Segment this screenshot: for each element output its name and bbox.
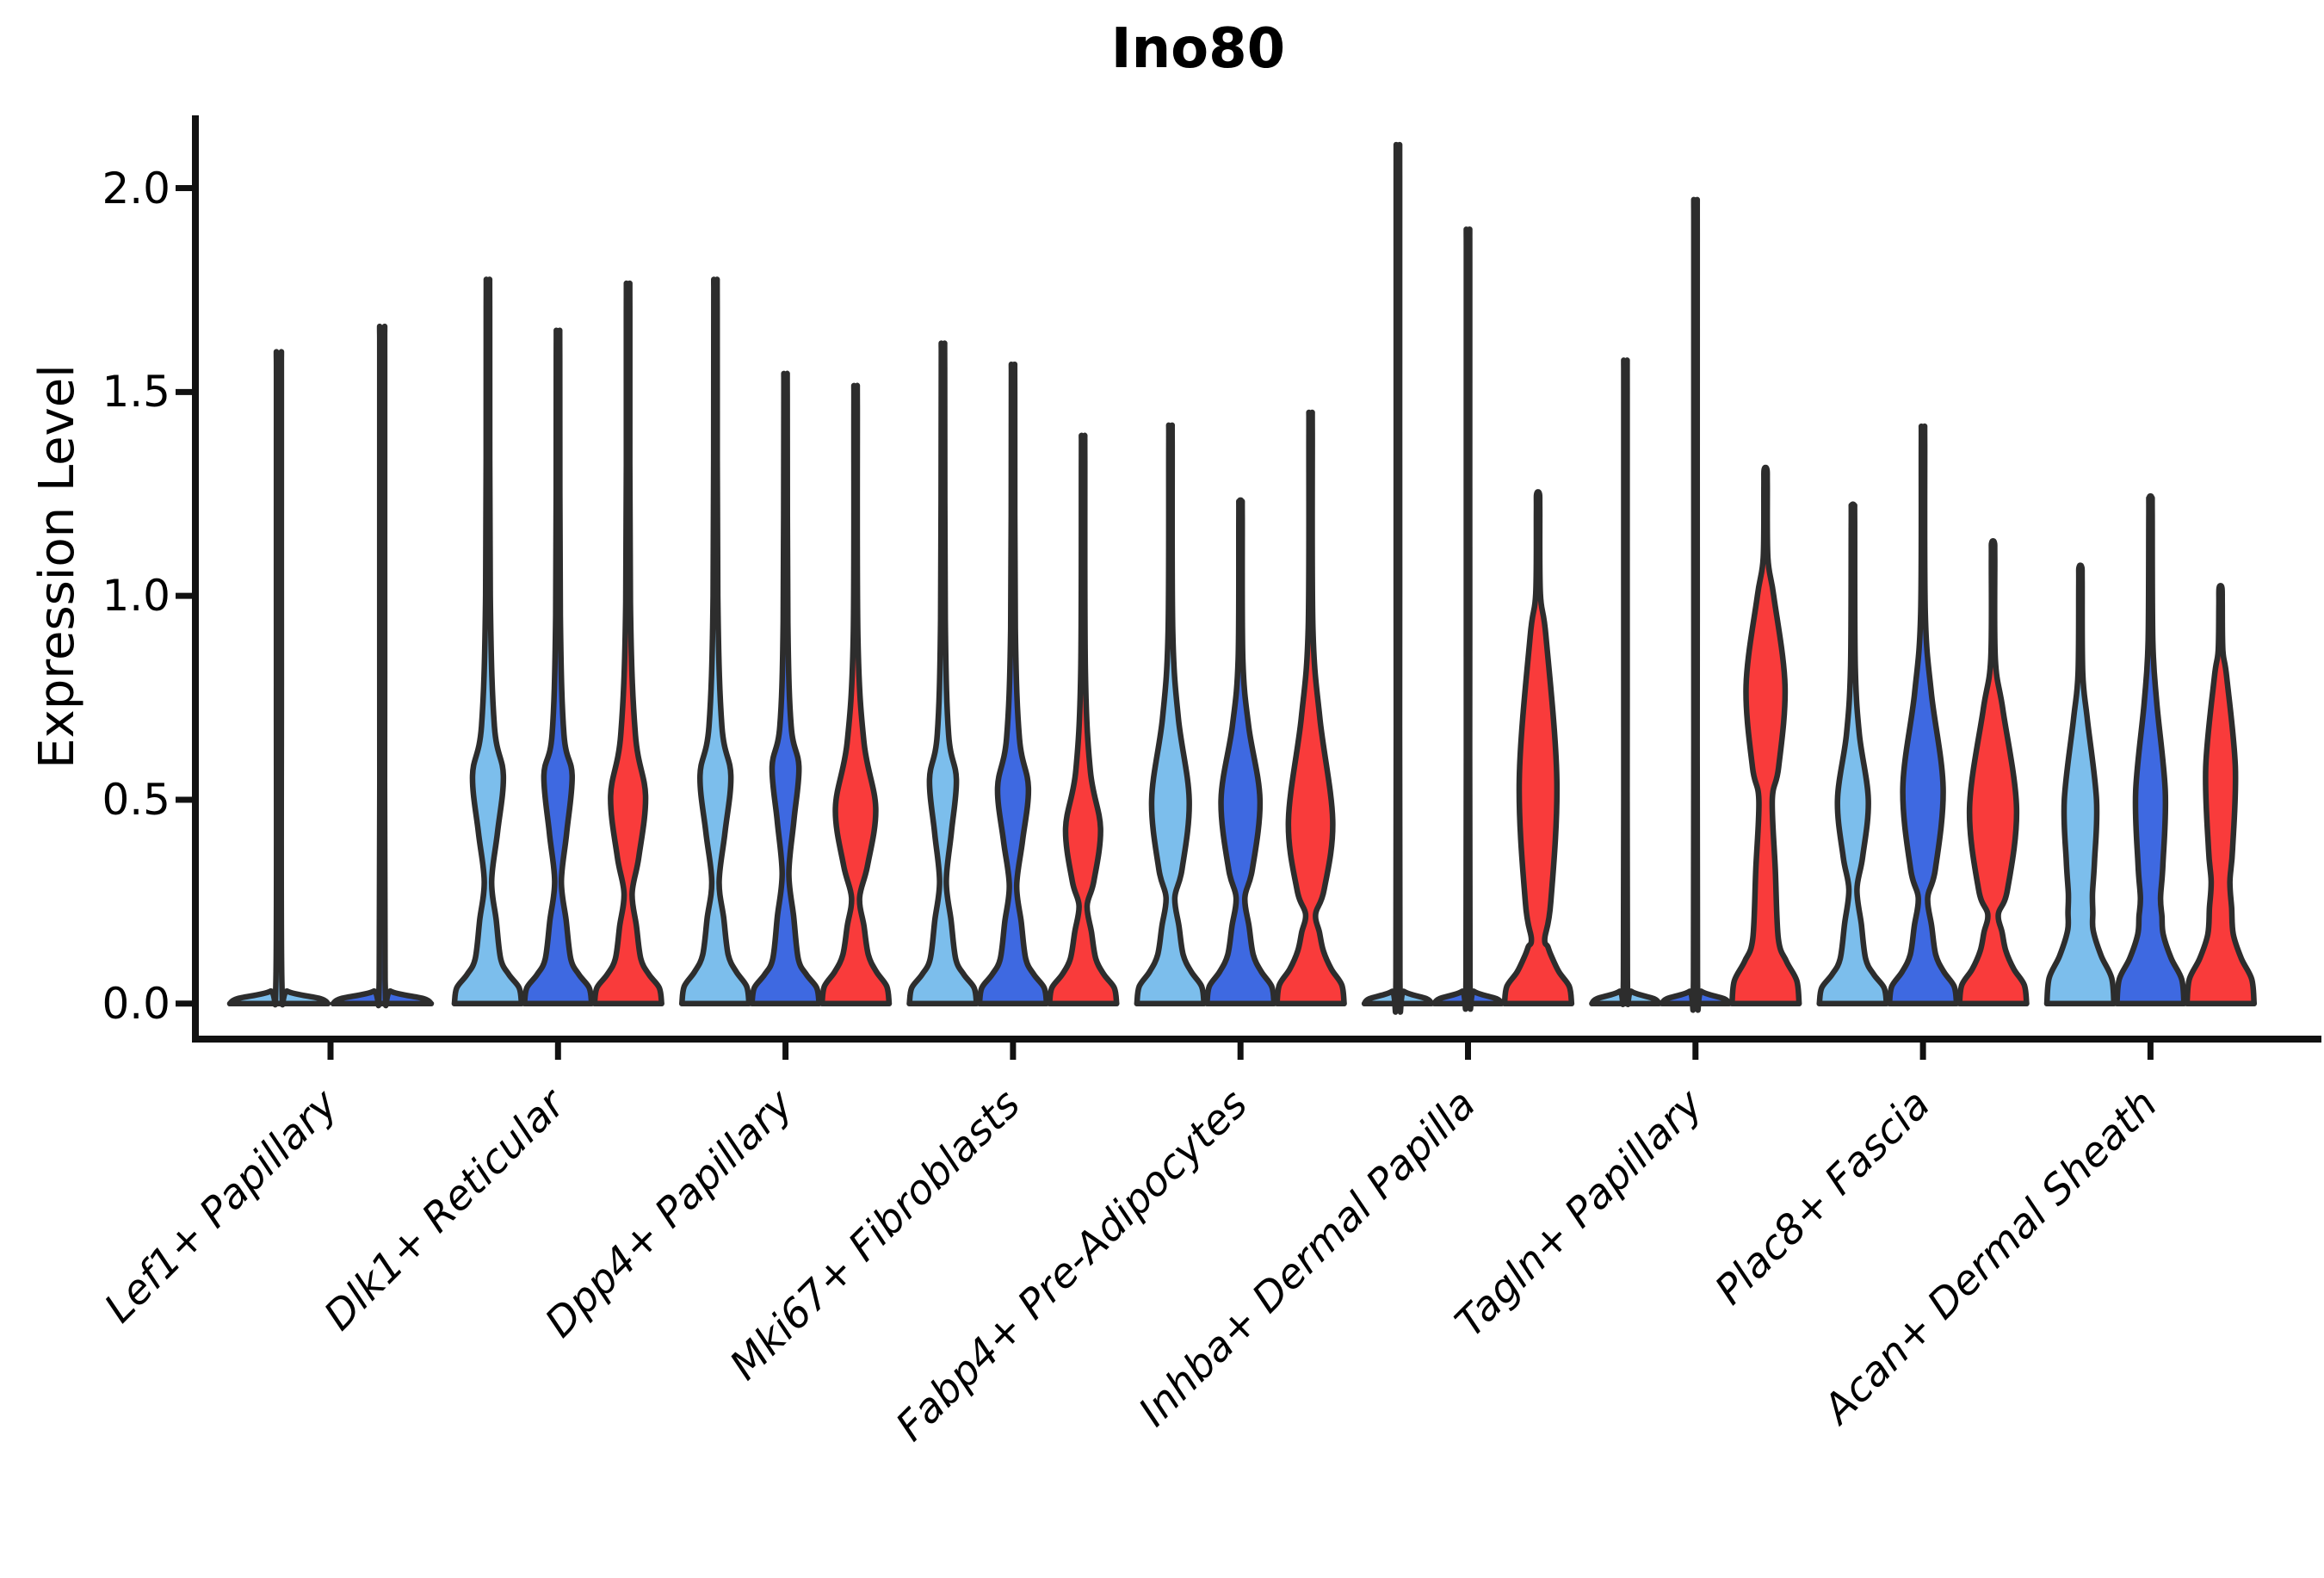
violin-8-red xyxy=(2184,583,2258,1007)
violin-1-dark_blue xyxy=(522,327,595,1007)
violin-5-light_blue xyxy=(1361,141,1435,1015)
violin-2-dark_blue xyxy=(749,370,822,1007)
violin-4-red xyxy=(1274,409,1347,1007)
violin-5-red xyxy=(1501,489,1575,1007)
violin-8-light_blue xyxy=(2043,562,2117,1007)
violin-1-red xyxy=(591,281,664,1007)
violin-2-red xyxy=(819,382,893,1007)
y-tick-label: 2.0 xyxy=(102,163,170,213)
violin-8-dark_blue xyxy=(2114,492,2187,1007)
y-tick-label: 1.0 xyxy=(102,571,170,622)
violin-0-dark_blue xyxy=(330,324,435,1009)
violin-7-red xyxy=(1956,538,2030,1007)
violin-0-light_blue xyxy=(226,349,331,1008)
violin-6-red xyxy=(1728,464,1802,1007)
violin-3-red xyxy=(1047,432,1120,1007)
y-tick-label: 0.5 xyxy=(102,774,170,825)
violin-7-light_blue xyxy=(1816,501,1889,1007)
violin-6-dark_blue xyxy=(1659,196,1733,1013)
violin-7-dark_blue xyxy=(1886,423,1960,1007)
violin-5-dark_blue xyxy=(1431,226,1505,1012)
violin-4-light_blue xyxy=(1134,422,1208,1007)
violin-1-light_blue xyxy=(451,276,525,1007)
violin-3-dark_blue xyxy=(976,362,1050,1007)
violin-6-light_blue xyxy=(1589,357,1662,1007)
violin-3-light_blue xyxy=(906,340,980,1007)
violin-2-light_blue xyxy=(678,276,752,1007)
chart-title: Ino80 xyxy=(1110,17,1286,81)
y-tick-label: 1.5 xyxy=(102,367,170,418)
violin-4-dark_blue xyxy=(1203,497,1277,1007)
y-tick-label: 0.0 xyxy=(102,978,170,1029)
